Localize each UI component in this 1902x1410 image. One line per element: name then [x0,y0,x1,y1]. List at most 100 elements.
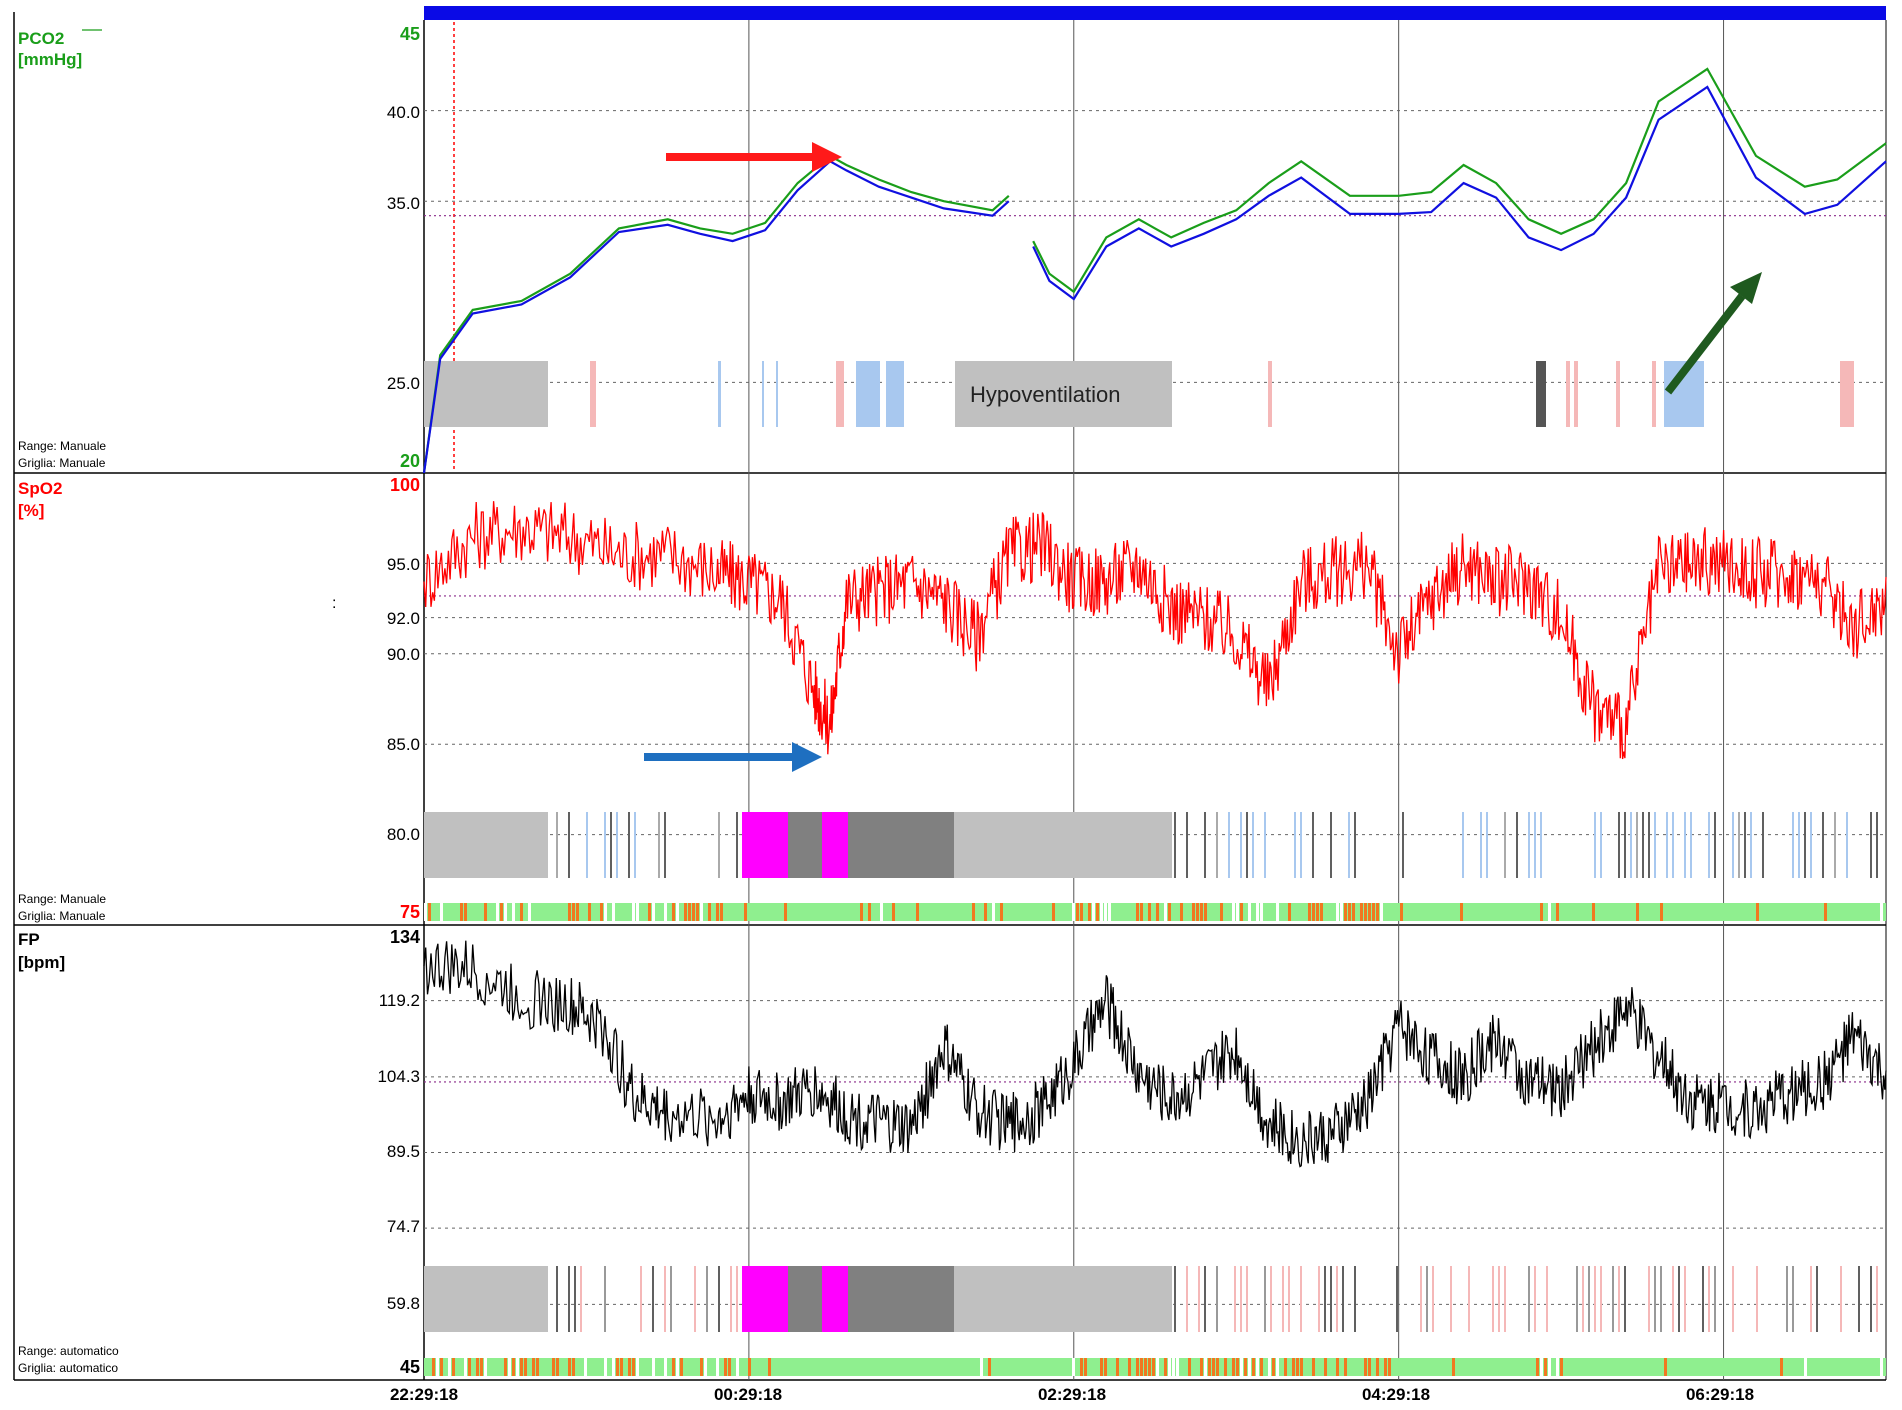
event-marker [1486,812,1488,878]
quality-mark [1336,1358,1339,1376]
quality-mark [1252,1358,1255,1376]
event-marker [1498,1266,1500,1332]
event-marker [1528,1266,1530,1332]
blue-arrow [644,742,822,772]
quality-mark [1560,1358,1563,1376]
quality-mark [1756,903,1759,921]
event-marker [736,1266,738,1332]
quality-mark [464,903,467,921]
quality-mark [584,1358,587,1376]
quality-mark [1204,1358,1207,1376]
quality-mark [1340,903,1343,921]
event-marker [1402,812,1404,878]
quality-mark [568,903,571,921]
quality-mark [1312,903,1315,921]
event-marker [580,1266,582,1332]
spo2-tick-label: 92.0 [387,609,420,628]
event-marker [652,1266,654,1332]
quality-mark [700,1358,703,1376]
quality-mark [1268,1358,1271,1376]
quality-mark [500,903,503,921]
event-marker [1354,812,1356,878]
quality-mark [1592,903,1595,921]
quality-mark [1284,1358,1287,1376]
pco2-bottom-label: 20 [400,451,420,471]
event-marker [1654,812,1656,878]
event-marker [634,812,636,878]
event-marker [604,1266,606,1332]
quality-mark [604,903,607,921]
quality-mark [1320,903,1323,921]
quality-mark [504,1358,507,1376]
quality-mark [1288,903,1291,921]
pco2-grid-note: Griglia: Manuale [18,456,106,470]
event-marker [1702,1266,1704,1332]
event-marker [616,812,618,878]
quality-mark [480,1358,483,1376]
event-marker [1870,1266,1872,1332]
quality-mark [520,903,523,921]
event-marker [658,812,660,878]
event-marker [1600,812,1602,878]
event-marker [1504,1266,1506,1332]
event-marker [556,1266,558,1332]
event-marker [1744,812,1746,878]
quality-mark [1276,903,1279,921]
event-marker [1714,812,1716,878]
quality-mark [1140,1358,1143,1376]
quality-mark [508,1358,511,1376]
quality-mark [1164,903,1167,921]
event-marker [1536,361,1546,427]
event-marker [1846,812,1848,878]
quality-mark [1300,1358,1303,1376]
quality-mark [1824,903,1827,921]
event-marker [1270,1266,1272,1332]
event-marker [1822,812,1824,878]
event-marker [1186,1266,1188,1332]
quality-mark [440,903,443,921]
pco2-top-label: 45 [400,24,420,44]
event-marker [1312,812,1314,878]
quality-mark [1236,903,1239,921]
event-marker [1660,1266,1662,1332]
quality-mark [1168,903,1171,921]
quality-mark [1216,1358,1219,1376]
quality-mark [652,1358,655,1376]
quality-mark [436,1358,439,1376]
quality-mark [1072,903,1075,921]
quality-mark [1180,903,1183,921]
pco2-range-note: Range: Manuale [18,439,106,453]
event-marker [1252,812,1254,878]
event-marker [1714,1266,1716,1332]
quality-mark [1204,903,1207,921]
quality-mark [1388,1358,1391,1376]
event-marker [1732,1266,1734,1332]
quality-mark [460,903,463,921]
event-block [954,812,1172,878]
event-marker [1708,812,1710,878]
spo2-title: SpO2 [18,479,62,498]
quality-mark [692,903,695,921]
quality-mark [1156,1358,1159,1376]
quality-mark [768,1358,771,1376]
dark-green-arrow [1664,272,1762,395]
event-marker [1330,1266,1332,1332]
spo2-tick-label: 90.0 [387,645,420,664]
quality-mark [1540,1358,1543,1376]
event-marker [664,812,666,878]
event-marker [1468,1266,1470,1332]
event-marker [718,812,720,878]
fp-tick-label: 59.8 [387,1294,420,1313]
event-marker [1300,1266,1302,1332]
event-marker [1708,1266,1710,1332]
spo2-tick-label: 85.0 [387,735,420,754]
quality-mark [1804,1358,1807,1376]
quality-mark [1176,1358,1179,1376]
quality-mark [676,903,679,921]
event-layer [424,361,1886,1376]
event-marker [1246,812,1248,878]
event-marker [1600,1266,1602,1332]
quality-mark [1168,1358,1171,1376]
quality-mark [716,903,719,921]
event-marker [1204,812,1206,878]
